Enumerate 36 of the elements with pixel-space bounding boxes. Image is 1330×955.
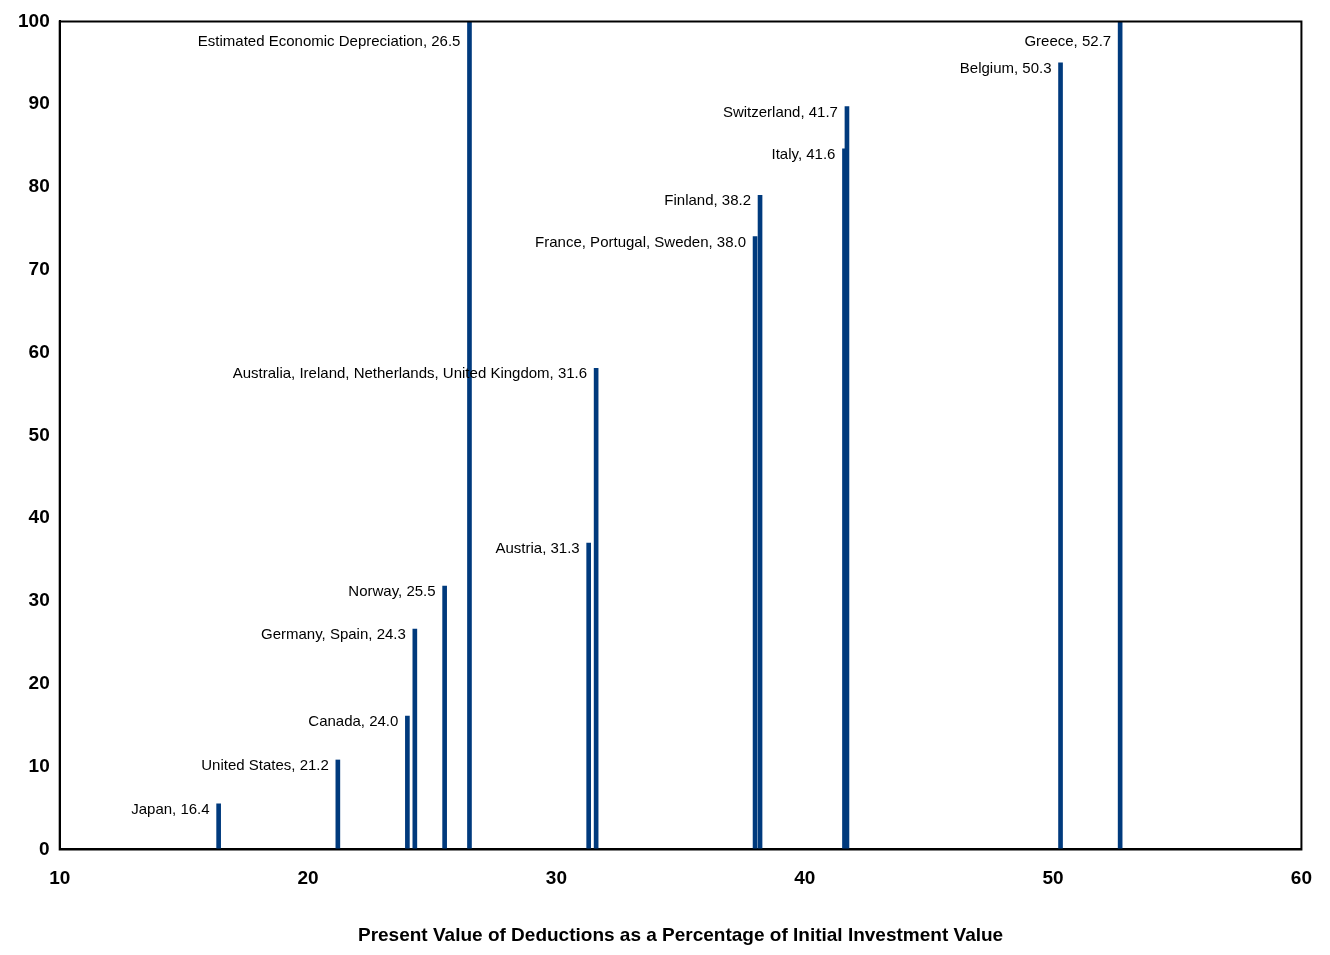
annotation: Japan, 16.4 [131, 800, 210, 817]
x-tick-label: 20 [297, 867, 319, 889]
bar [216, 803, 221, 850]
bar [405, 715, 410, 850]
y-tick-label: 0 [39, 837, 50, 859]
y-tick-label: 50 [28, 423, 50, 445]
x-tick-label: 40 [794, 867, 816, 889]
y-tick-label: 60 [28, 340, 50, 362]
annotation: Italy, 41.6 [771, 145, 836, 163]
x-tick-label: 50 [1042, 867, 1064, 889]
y-tick-label: 30 [28, 589, 50, 611]
y-tick-label: 90 [28, 92, 50, 114]
y-tick-label: 40 [28, 506, 50, 528]
bar [1058, 62, 1063, 850]
annotation: Canada, 24.0 [308, 712, 399, 730]
bar [586, 542, 592, 850]
annotation: Estimated Economic Depreciation, 26.5 [197, 31, 461, 49]
x-axis-title: Present Value of Deductions as a Percentage of Initial Investment Value [357, 923, 1004, 945]
y-tick-label: 100 [18, 9, 50, 31]
x-tick-label: 60 [1290, 867, 1312, 889]
annotation: Greece, 52.7 [1024, 31, 1112, 49]
y-tick-label: 80 [28, 175, 50, 197]
annotation: Switzerland, 41.7 [722, 102, 838, 120]
y-tick-label: 20 [28, 672, 50, 694]
annotation: Belgium, 50.3 [959, 58, 1052, 76]
y-tick-label: 10 [28, 754, 50, 776]
annotation: Finland, 38.2 [664, 191, 752, 209]
annotation: Austria, 31.3 [495, 539, 580, 557]
annotation: Germany, Spain, 24.3 [261, 625, 406, 643]
x-tick-label: 30 [545, 867, 567, 889]
annotation: United States, 21.2 [201, 756, 329, 774]
annotation: France, Portugal, Sweden, 38.0 [535, 232, 747, 250]
bar [442, 585, 447, 850]
annotation: Norway, 25.5 [348, 582, 436, 600]
x-tick-label: 10 [49, 867, 71, 889]
y-tick-label: 70 [28, 258, 50, 280]
